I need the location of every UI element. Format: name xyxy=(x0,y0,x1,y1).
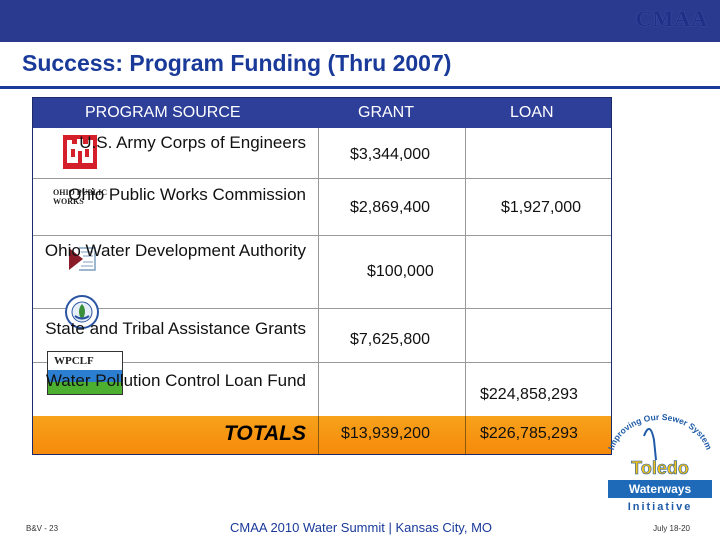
badge-line1: Waterways xyxy=(629,482,692,496)
column-header-source: PROGRAM SOURCE xyxy=(85,104,241,121)
army-corps-castle-icon xyxy=(63,135,97,169)
owda-logo xyxy=(69,247,96,271)
toledo-waterways-badge: Improving Our Sewer System Toledo Waterw… xyxy=(604,410,716,516)
row-grant: $2,869,400 xyxy=(350,199,431,216)
column-header-grant: GRANT xyxy=(358,104,414,121)
row-divider xyxy=(33,235,611,236)
row-grant: $3,344,000 xyxy=(350,146,431,163)
slide-title: Success: Program Funding (Thru 2007) xyxy=(22,50,452,76)
row-grant: $7,625,800 xyxy=(350,331,431,348)
table-header: PROGRAM SOURCE GRANT LOAN xyxy=(33,98,611,128)
row-source: Ohio Public Works Commission xyxy=(68,185,306,204)
footer-date: July 18-20 xyxy=(653,524,690,533)
toledo-badge-graphic: Improving Our Sewer System Toledo Waterw… xyxy=(606,412,715,513)
totals-loan: $226,785,293 xyxy=(480,425,578,442)
wpclf-logo-text: WPCLF xyxy=(54,355,94,367)
footer-slide-number: B&V - 23 xyxy=(26,524,59,533)
row-grant: $100,000 xyxy=(367,263,434,280)
row-source: Ohio Water Development Authority xyxy=(44,241,306,260)
row-source: U.S. Army Corps of Engineers xyxy=(79,133,306,152)
row-divider xyxy=(33,178,611,179)
svg-text:Improving Our Sewer System: Improving Our Sewer System xyxy=(606,412,715,452)
row-source: State and Tribal Assistance Grants xyxy=(45,319,306,338)
funding-table: PROGRAM SOURCE GRANT LOAN U.S. Army Corp… xyxy=(32,97,612,455)
totals-row: TOTALS $13,939,200 $226,785,293 xyxy=(33,416,611,454)
ohio-public-works-logo: OHIO PUBLIC WORKS xyxy=(53,188,137,214)
row-source: Water Pollution Control Loan Fund xyxy=(45,371,306,390)
column-divider xyxy=(465,128,466,448)
top-banner xyxy=(0,0,720,42)
badge-arc-text: Improving Our Sewer System xyxy=(606,412,715,452)
wpclf-logo: WPCLF xyxy=(47,351,123,395)
badge-city: Toledo xyxy=(631,458,689,478)
totals-label: TOTALS xyxy=(223,422,306,445)
column-divider xyxy=(318,128,319,448)
footer-event: CMAA 2010 Water Summit | Kansas City, MO xyxy=(230,520,493,535)
row-loan: $224,858,293 xyxy=(480,386,578,403)
badge-line2: Initiative xyxy=(628,501,693,513)
cmaa-logo: CMAA xyxy=(636,6,708,32)
cmaa-logo-text: CMAA xyxy=(635,6,708,31)
row-divider xyxy=(33,308,611,309)
ohio-public-works-logo-text: OHIO PUBLIC WORKS xyxy=(53,188,108,206)
column-header-loan: LOAN xyxy=(510,104,554,121)
row-divider xyxy=(33,362,611,363)
title-rule xyxy=(0,86,720,89)
totals-grant: $13,939,200 xyxy=(341,425,430,442)
epa-seal-icon xyxy=(65,295,99,329)
row-loan: $1,927,000 xyxy=(501,199,582,216)
